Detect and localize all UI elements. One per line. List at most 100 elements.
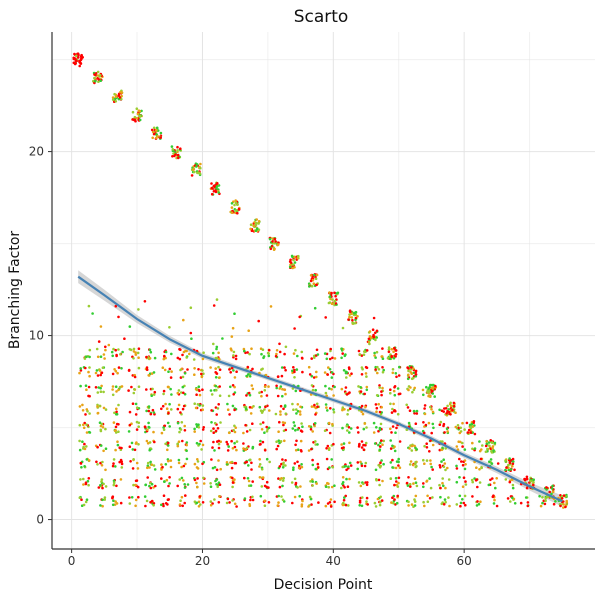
data-point [295,368,299,371]
data-point [329,347,333,351]
data-point [250,461,253,465]
data-point [87,385,91,389]
data-point [332,442,335,446]
data-point [209,503,213,507]
data-point [170,145,174,148]
data-point [268,237,272,241]
data-point [511,496,514,500]
data-point [313,422,317,425]
data-point [407,369,410,373]
data-point [113,92,116,96]
data-point [354,316,358,320]
data-point [430,408,433,411]
data-point [284,368,287,372]
data-point [293,462,297,465]
data-point [341,426,344,430]
data-point [232,393,235,396]
data-point [485,442,489,446]
data-point [362,448,366,452]
data-point [170,408,173,411]
data-point [277,494,281,498]
data-point [360,504,364,508]
data-point [82,503,86,507]
data-point [363,422,367,425]
data-point [444,486,447,490]
data-point [217,446,221,450]
data-point [410,444,414,448]
data-point [392,389,396,393]
data-point [334,294,337,298]
data-point [473,432,477,436]
data-point [327,366,330,369]
data-point [282,423,285,427]
data-point [330,485,334,489]
data-point [291,255,294,259]
data-point [104,427,107,431]
data-point [215,345,219,349]
data-point [264,405,267,409]
data-point [328,301,332,304]
data-point [423,504,426,508]
data-point [117,403,120,407]
data-point [111,388,114,391]
data-point [78,405,82,408]
data-point [137,425,140,429]
data-point [398,466,402,470]
data-point [393,393,397,397]
data-point [396,412,400,416]
data-point [197,385,201,389]
data-point [228,501,231,504]
data-point [463,459,467,462]
data-point [328,291,331,294]
data-point [210,421,213,424]
data-point [100,384,103,388]
data-point [430,465,433,469]
data-point [111,385,115,388]
data-point [479,500,482,504]
data-point [230,206,234,209]
data-point [464,463,467,466]
data-point [202,476,205,480]
data-point [81,403,84,407]
data-point [96,70,100,74]
data-point [374,403,378,406]
data-point [98,75,101,78]
data-point [103,357,106,360]
data-point [295,439,298,443]
data-point [511,483,515,487]
data-point [308,495,312,499]
data-point [455,445,459,448]
data-point [265,394,269,397]
data-point [87,477,91,480]
data-point [233,385,236,389]
data-point [529,479,532,483]
data-point [263,504,267,508]
data-point [442,424,445,428]
data-point [423,404,427,407]
data-point [408,409,412,413]
data-point [479,457,483,461]
data-point [348,313,351,316]
data-point [395,501,399,505]
data-point [382,462,385,466]
data-point [430,431,434,435]
data-point [176,444,180,448]
data-point [242,447,245,450]
data-point [230,466,234,470]
data-point [471,480,475,484]
data-point [268,460,272,464]
data-point [127,369,131,372]
data-point [293,477,297,481]
data-point [181,504,184,508]
data-point [423,412,427,416]
data-point [88,366,91,369]
data-point [162,494,166,498]
data-point [233,203,236,207]
data-point [441,481,444,485]
data-point [196,477,199,480]
data-point [183,392,187,396]
data-point [443,407,446,410]
data-point [316,353,320,356]
data-point [112,421,116,424]
